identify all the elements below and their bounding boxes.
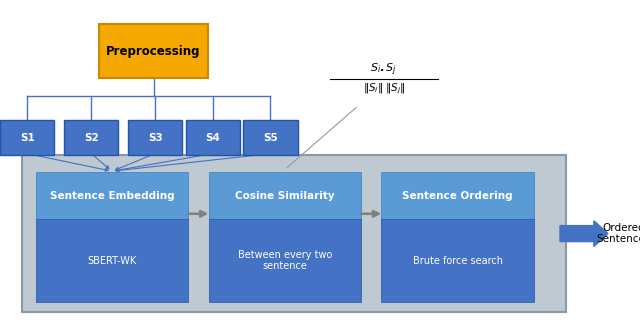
FancyArrow shape: [560, 221, 608, 246]
FancyBboxPatch shape: [186, 120, 240, 155]
Text: S1: S1: [20, 132, 35, 143]
Text: SBERT-WK: SBERT-WK: [88, 256, 136, 266]
FancyBboxPatch shape: [128, 120, 182, 155]
Text: Ordered
Sentences: Ordered Sentences: [597, 223, 640, 244]
FancyBboxPatch shape: [36, 219, 188, 302]
Text: Sentence Ordering: Sentence Ordering: [403, 191, 513, 201]
Text: Preprocessing: Preprocessing: [106, 45, 201, 58]
Text: $S_i\mathbf{.}S_j$: $S_i\mathbf{.}S_j$: [371, 62, 397, 78]
FancyBboxPatch shape: [209, 172, 361, 220]
FancyBboxPatch shape: [209, 219, 361, 302]
Text: Brute force search: Brute force search: [413, 256, 502, 266]
FancyBboxPatch shape: [243, 120, 298, 155]
FancyBboxPatch shape: [64, 120, 118, 155]
FancyBboxPatch shape: [99, 24, 208, 78]
Text: Between every two
sentence: Between every two sentence: [237, 250, 332, 271]
FancyBboxPatch shape: [22, 155, 566, 312]
Text: Sentence Embedding: Sentence Embedding: [50, 191, 174, 201]
Text: S4: S4: [205, 132, 220, 143]
Text: Cosine Similarity: Cosine Similarity: [235, 191, 335, 201]
Text: S2: S2: [84, 132, 99, 143]
FancyBboxPatch shape: [0, 120, 54, 155]
FancyBboxPatch shape: [381, 219, 534, 302]
Text: S5: S5: [263, 132, 278, 143]
FancyBboxPatch shape: [36, 172, 188, 220]
Text: S3: S3: [148, 132, 163, 143]
Text: $\Vert S_i\Vert\ \Vert S_j\Vert$: $\Vert S_i\Vert\ \Vert S_j\Vert$: [363, 82, 405, 96]
FancyBboxPatch shape: [381, 172, 534, 220]
